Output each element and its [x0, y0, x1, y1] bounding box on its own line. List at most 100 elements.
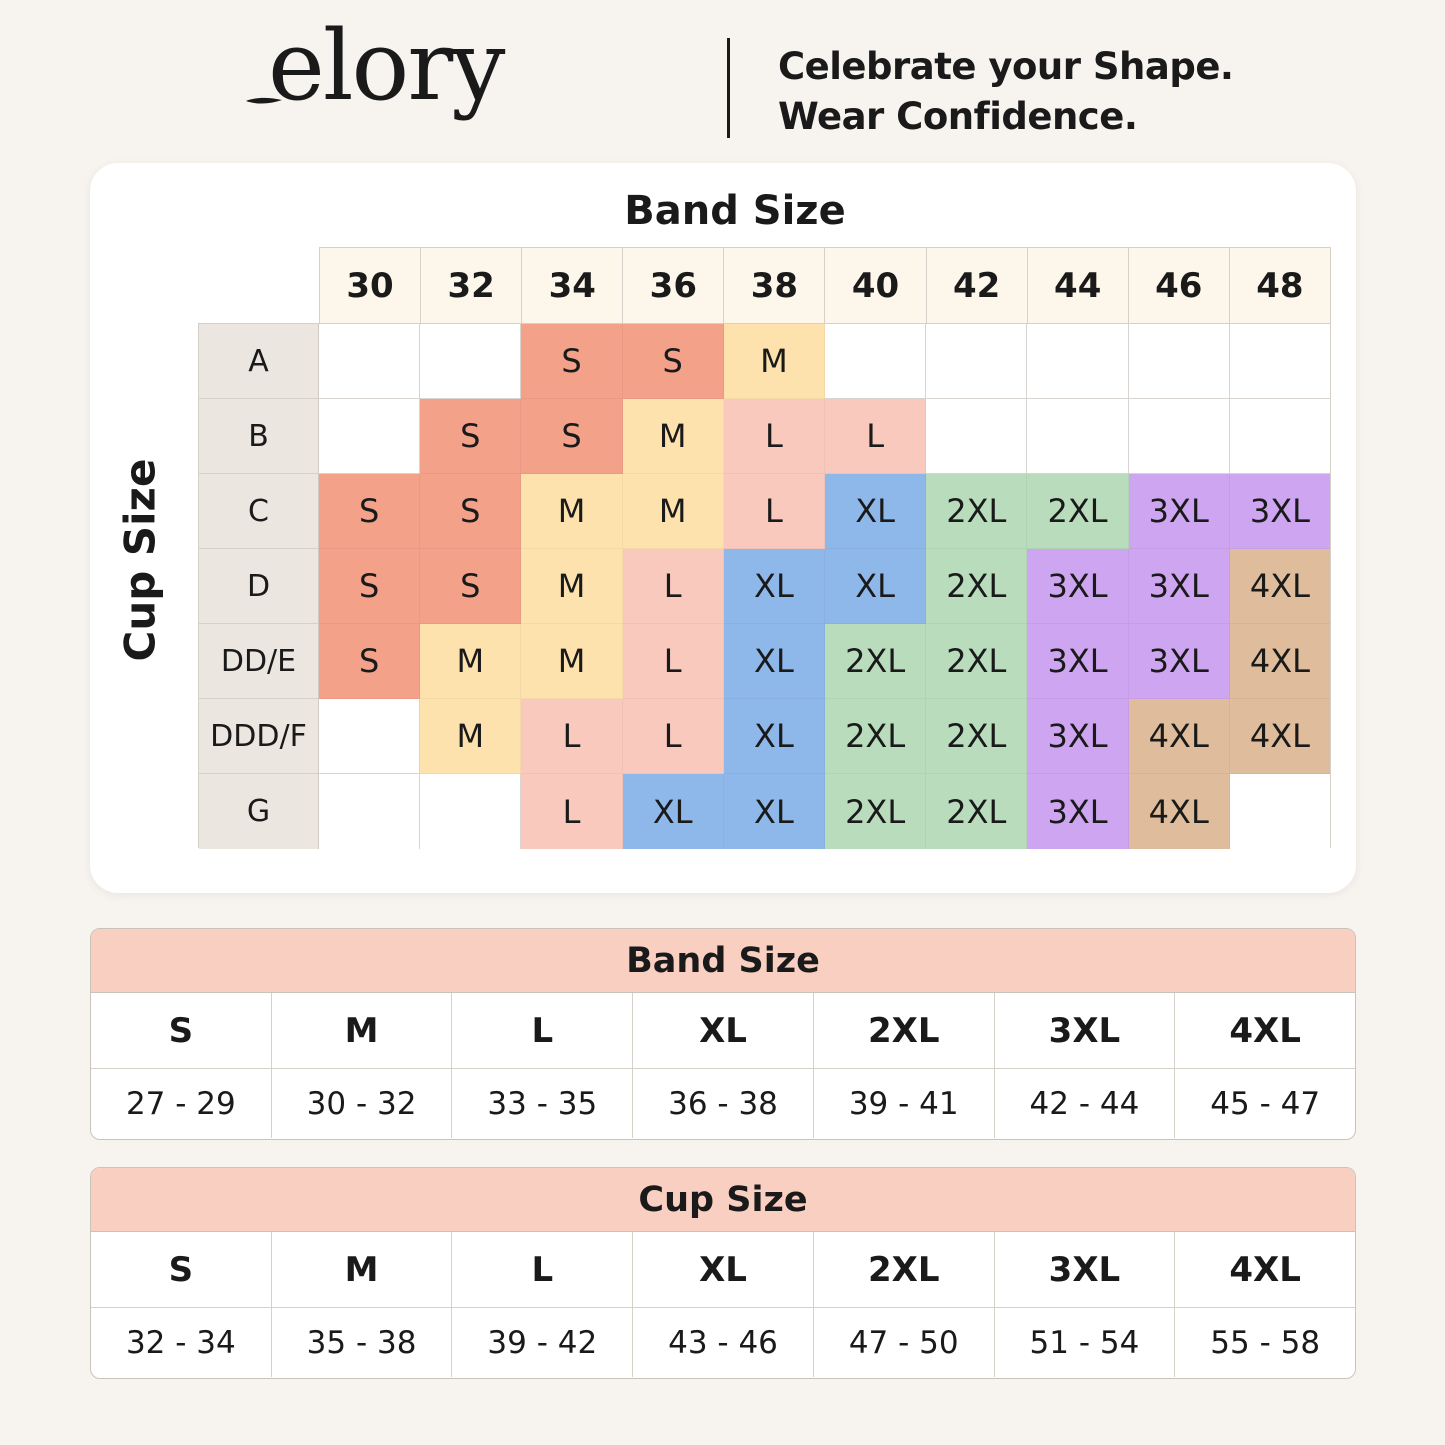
- grid-row: C S S M M L XL 2XL 2XL 3XL 3XL: [199, 474, 1331, 549]
- size-cell: 4XL: [1128, 774, 1230, 849]
- size-cell: 2XL: [926, 624, 1028, 699]
- size-cell: [420, 774, 522, 849]
- cup-table-size-cell: L: [452, 1232, 634, 1307]
- size-cell: [319, 399, 421, 474]
- size-cell: S: [622, 324, 724, 399]
- size-cell: L: [521, 699, 623, 774]
- band-table-size-cell: L: [452, 993, 634, 1068]
- cup-row-label: DD/E: [199, 624, 319, 699]
- cup-row-label: C: [199, 474, 319, 549]
- grid-row: D S S M L XL XL 2XL 3XL 3XL 4XL: [199, 549, 1331, 624]
- band-size-table-sizes-row: S M L XL 2XL 3XL 4XL: [91, 993, 1355, 1069]
- size-cell: [1027, 399, 1129, 474]
- cup-size-table-sizes-row: S M L XL 2XL 3XL 4XL: [91, 1232, 1355, 1308]
- band-header-cell: 30: [320, 248, 422, 323]
- size-cell: S: [319, 549, 421, 624]
- size-cell: XL: [723, 624, 826, 699]
- cup-table-size-cell: 3XL: [995, 1232, 1176, 1307]
- size-cell: L: [521, 774, 623, 849]
- size-cell: S: [420, 474, 522, 549]
- band-size-axis-title: Band Size: [624, 188, 846, 234]
- size-cell: 3XL: [1027, 699, 1129, 774]
- cup-table-range-cell: 32 - 34: [91, 1308, 272, 1377]
- size-cell: [319, 699, 421, 774]
- size-cell: S: [319, 624, 421, 699]
- size-cell: [1128, 399, 1230, 474]
- size-cell: M: [521, 474, 623, 549]
- tagline-line-2: Wear Confidence.: [778, 95, 1138, 138]
- grid-row: DD/E S M M L XL 2XL 2XL 3XL 3XL 4XL: [199, 624, 1331, 699]
- size-cell: L: [723, 474, 826, 549]
- band-header-cell: 40: [825, 248, 927, 323]
- band-size-table-ranges-row: 27 - 29 30 - 32 33 - 35 36 - 38 39 - 41 42 - …: [91, 1069, 1355, 1138]
- cup-row-label: A: [199, 324, 319, 399]
- band-header-cell: 46: [1128, 248, 1230, 323]
- size-cell: 2XL: [1027, 474, 1129, 549]
- size-cell: S: [420, 549, 522, 624]
- grid-row: G L XL XL 2XL 2XL 3XL 4XL: [199, 774, 1331, 849]
- header: elory Celebrate your Shape. Wear Confide…: [0, 0, 1445, 160]
- band-table-size-cell: M: [272, 993, 453, 1068]
- band-size-header-row: 30 32 34 36 38 40 42 44 46 48: [319, 247, 1331, 323]
- grid-row: DDD/F M L L XL 2XL 2XL 3XL 4XL 4XL: [199, 699, 1331, 774]
- band-table-size-cell: 2XL: [814, 993, 995, 1068]
- size-cell: 4XL: [1229, 699, 1331, 774]
- band-table-size-cell: 4XL: [1229, 1010, 1301, 1051]
- band-table-range-cell: 45 - 47: [1210, 1085, 1321, 1122]
- size-cell: [926, 324, 1028, 399]
- size-cell: M: [723, 324, 826, 399]
- size-cell: [319, 774, 421, 849]
- size-cell: 3XL: [1128, 549, 1230, 624]
- size-cell: L: [622, 549, 724, 624]
- size-cell: [926, 399, 1028, 474]
- size-cell: S: [420, 399, 522, 474]
- size-cell: 4XL: [1229, 624, 1331, 699]
- size-cell: M: [420, 624, 522, 699]
- size-cell: S: [521, 324, 623, 399]
- band-table-range-cell: 39 - 41: [814, 1069, 995, 1138]
- cup-table-range-cell: 39 - 42: [452, 1308, 634, 1377]
- cup-row-label: DDD/F: [199, 699, 319, 774]
- band-table-range-cell: 33 - 35: [452, 1069, 634, 1138]
- size-cell: 3XL: [1027, 549, 1129, 624]
- size-cell: L: [622, 699, 724, 774]
- size-cell: [1128, 324, 1230, 399]
- size-cell: 4XL: [1229, 549, 1331, 624]
- size-cell: 3XL: [1128, 474, 1230, 549]
- size-cell: [1229, 324, 1331, 399]
- band-header-cell: 32: [421, 248, 523, 323]
- size-cell: 3XL: [1229, 474, 1331, 549]
- size-cell: 2XL: [926, 699, 1028, 774]
- logo-leaf-icon: [246, 97, 282, 104]
- size-cell: L: [622, 624, 724, 699]
- band-header-cell: 36: [623, 248, 725, 323]
- band-table-size-cell: XL: [633, 993, 814, 1068]
- size-cell: [825, 324, 927, 399]
- size-cell: 2XL: [825, 699, 927, 774]
- size-cell: [420, 324, 522, 399]
- band-table-range-cell: 36 - 38: [633, 1069, 814, 1138]
- band-header-cell: 38: [724, 248, 826, 323]
- cup-table-size-cell: S: [91, 1232, 272, 1307]
- cup-row-label: B: [199, 399, 319, 474]
- size-cell: XL: [723, 549, 826, 624]
- size-cell: XL: [723, 774, 826, 849]
- cup-table-range-cell: 47 - 50: [814, 1308, 995, 1377]
- band-size-table-title: Band Size: [91, 929, 1355, 993]
- cup-size-table-ranges-row: 32 - 34 35 - 38 39 - 42 43 - 46 47 - 50 51 - …: [91, 1308, 1355, 1377]
- band-header-cell: 34: [522, 248, 624, 323]
- band-table-size-cell: 3XL: [995, 993, 1176, 1068]
- size-cell: XL: [825, 474, 927, 549]
- band-table-range-cell: 27 - 29: [91, 1069, 272, 1138]
- cup-table-size-cell: 4XL: [1229, 1249, 1301, 1290]
- band-header-cell: 44: [1027, 248, 1129, 323]
- size-cell: XL: [825, 549, 927, 624]
- size-cell: 2XL: [926, 474, 1028, 549]
- tagline-line-1: Celebrate your Shape.: [778, 45, 1234, 88]
- band-table-range-cell: 30 - 32: [272, 1069, 453, 1138]
- cup-table-size-cell: 2XL: [814, 1232, 995, 1307]
- size-cell: 2XL: [825, 624, 927, 699]
- cup-row-label: D: [199, 549, 319, 624]
- size-cell: [1027, 324, 1129, 399]
